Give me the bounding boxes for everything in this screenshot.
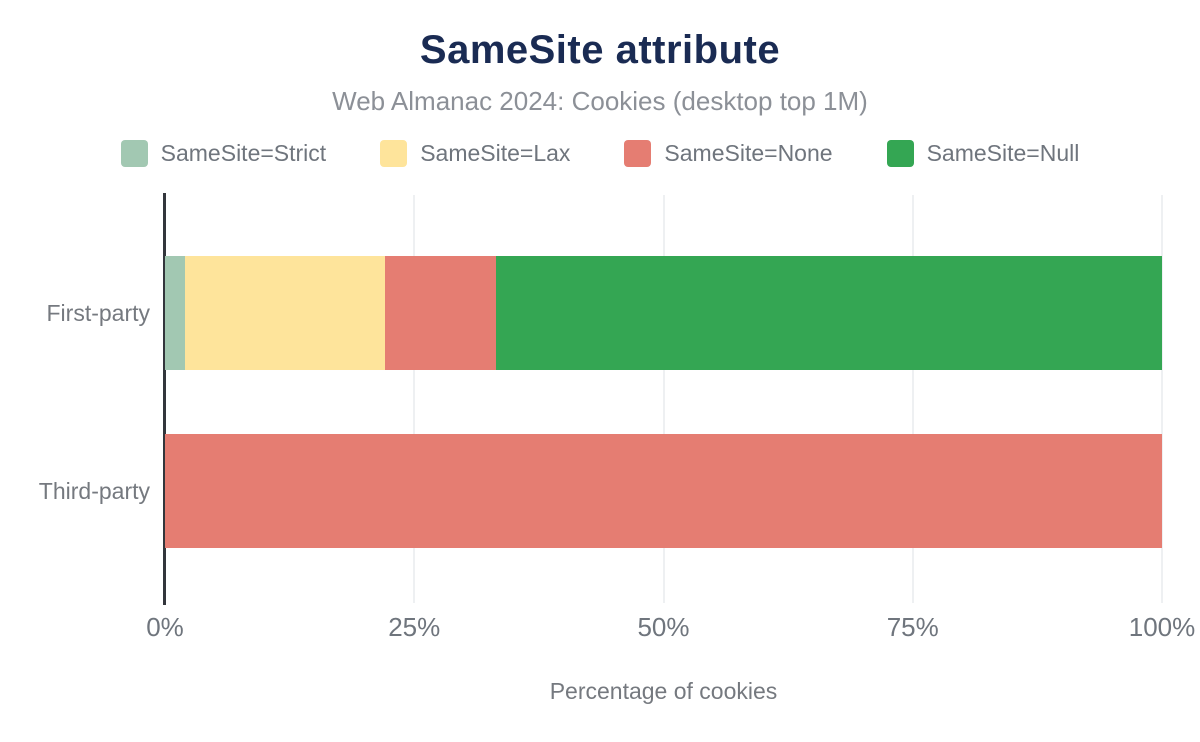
- plot-area: [163, 193, 1163, 605]
- x-tick-label: 0%: [146, 612, 184, 642]
- legend-item-samesite-lax: SameSite=Lax: [380, 140, 570, 167]
- chart-subtitle: Web Almanac 2024: Cookies (desktop top 1…: [332, 86, 868, 116]
- legend-swatch: [120, 140, 148, 167]
- x-tick-label: 75%: [886, 612, 939, 642]
- legend-item-samesite-null: SameSite=Null: [886, 140, 1080, 167]
- bar-row-third-party: [165, 434, 1162, 548]
- bar-segment-samesite-strict: [165, 256, 185, 370]
- chart-title: SameSite attribute: [419, 28, 781, 72]
- legend-label: SameSite=Lax: [420, 140, 571, 166]
- x-tick-label: 25%: [388, 612, 441, 642]
- bar-row-first-party: [165, 256, 1162, 370]
- x-axis-title: Percentage of cookies: [549, 678, 778, 704]
- bar-segment-samesite-lax: [184, 256, 386, 370]
- legend: SameSite=Strict SameSite=Lax SameSite=None…: [0, 140, 1200, 167]
- legend-item-samesite-strict: SameSite=Strict: [120, 140, 327, 167]
- legend-swatch: [886, 140, 914, 167]
- gridline: [1161, 195, 1163, 603]
- gridline: [911, 195, 914, 603]
- x-tick-label: 100%: [1128, 612, 1196, 642]
- x-tick-label: 50%: [637, 612, 690, 642]
- gridline: [662, 195, 665, 603]
- legend-label: SameSite=None: [664, 140, 833, 166]
- bar-segment-samesite-none: [385, 256, 496, 370]
- bar-segment-samesite-none: [165, 434, 1162, 548]
- legend-swatch: [380, 140, 408, 167]
- legend-label: SameSite=Strict: [160, 140, 327, 166]
- y-axis-line: [163, 193, 166, 605]
- bar-segment-samesite-null: [495, 256, 1162, 370]
- legend-label: SameSite=Null: [926, 140, 1080, 166]
- legend-item-samesite-none: SameSite=None: [624, 140, 833, 167]
- category-label: Third-party: [38, 478, 150, 504]
- legend-swatch: [624, 140, 652, 167]
- category-label: First-party: [46, 300, 151, 326]
- gridline: [413, 195, 416, 603]
